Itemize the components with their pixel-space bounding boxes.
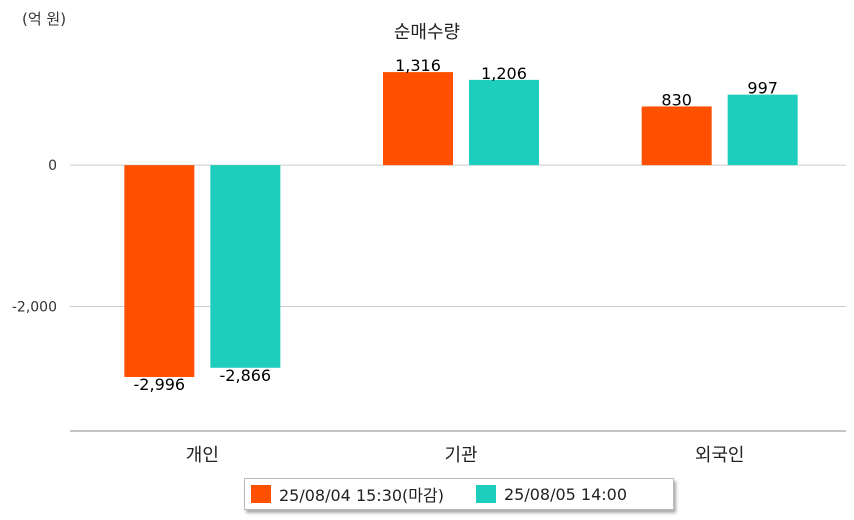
unit-label: (억 원) [22, 10, 67, 28]
x-tick-label-1: 기관 [444, 445, 477, 466]
legend-item-0[interactable]: 25/08/04 15:30(마감) [251, 482, 444, 506]
bar-s0-c2 [641, 106, 712, 166]
x-tick-label-2: 외국인 [695, 445, 745, 466]
data-label-s1-c2: 997 [747, 79, 778, 98]
legend: 25/08/04 15:30(마감) 25/08/05 14:00 [244, 478, 674, 510]
legend-swatch-1 [475, 485, 496, 503]
legend-label-0: 25/08/04 15:30(마감) [279, 486, 444, 505]
legend-swatch-0 [251, 485, 271, 503]
bar-s1-c1 [469, 79, 539, 166]
bar-s1-c2 [727, 94, 798, 166]
x-tick-label-0: 개인 [186, 445, 219, 466]
chart-title: 순매수량 [393, 22, 461, 43]
bar-s0-c1 [383, 72, 453, 166]
bar-chart: 0 -2,000 개인 -2,996 -2,866 기관 1,316 1,206 외국인 830 9… [12, 56, 846, 466]
y-tick-label-0: 0 [48, 158, 57, 174]
y-tick-label-1: -2,000 [12, 300, 57, 316]
bar-s0-c0 [124, 165, 195, 377]
data-label-s1-c1: 1,206 [481, 64, 527, 83]
legend-item-1[interactable]: 25/08/05 14:00 [475, 484, 628, 504]
legend-label-1: 25/08/05 14:00 [503, 484, 628, 504]
data-label-s0-c1: 1,316 [395, 56, 441, 75]
data-label-s0-c0: -2,996 [134, 375, 186, 394]
data-label-s0-c2: 830 [661, 90, 692, 109]
bar-s1-c0 [210, 165, 281, 368]
data-label-s1-c0: -2,866 [220, 366, 272, 385]
